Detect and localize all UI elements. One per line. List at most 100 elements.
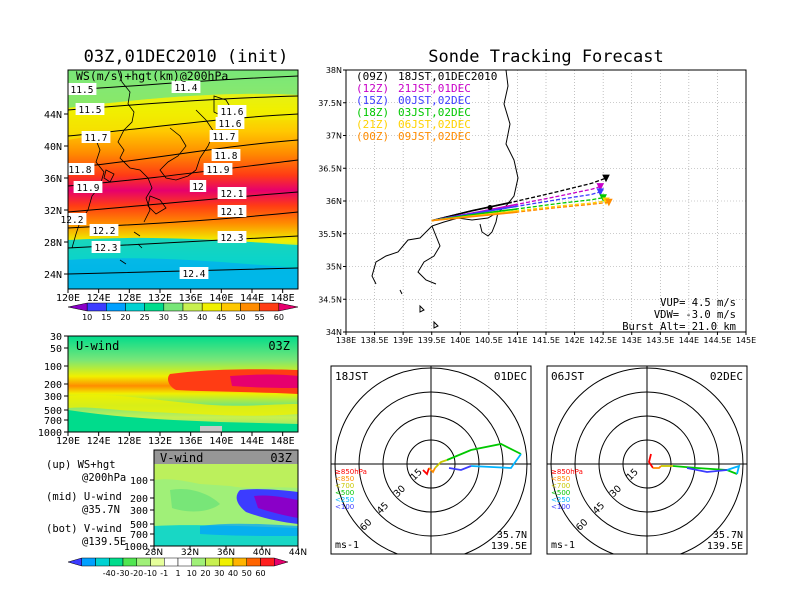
ws-map-contour-label-bg — [211, 149, 241, 161]
ws-colorbar-label: 20 — [120, 313, 130, 322]
track-legend-time: (15Z) — [356, 94, 389, 107]
ws-colorbar-label: 35 — [178, 313, 188, 322]
track-legend-label: 03JST,02DEC — [398, 106, 471, 119]
v-wind-time: 03Z — [270, 451, 292, 465]
track-legend-time: (09Z) — [356, 70, 389, 83]
u-wind-surface-band — [68, 410, 298, 432]
v-colorbar-swatch — [274, 557, 289, 567]
track-map-x-tick-label: 138.5E — [361, 336, 389, 345]
u-wind-y-tick-label: 100 — [44, 362, 62, 373]
u-wind-y-tick-label: 1000 — [38, 428, 62, 439]
track-map-x-tick-label: 138E — [336, 336, 356, 345]
v-colorbar-label: 60 — [255, 569, 265, 578]
ws-map-contour-label-bg — [73, 181, 103, 193]
hodograph-left-legend-label: <850 — [335, 475, 354, 483]
track-map-x-tick-label: 142.5E — [589, 336, 617, 345]
ws-colorbar-swatch — [240, 302, 260, 312]
ws-map-x-tick-label: 148E — [271, 293, 295, 304]
v-colorbar-swatch — [150, 557, 165, 567]
ws-colorbar-label: 50 — [235, 313, 245, 322]
track-landing-marker — [596, 188, 605, 196]
ws-map-x-tick-label: 124E — [87, 293, 111, 304]
track-legend-label: 09JST,02DEC — [398, 130, 471, 143]
ws-map-x-ticks: 120E 124E 128E 132E 136E 140E 144E 148E — [56, 289, 295, 304]
u-wind-y-tick-label: 30 — [50, 332, 62, 343]
hodograph-left-trace-segment — [428, 467, 436, 474]
v-wind-y-tick-label: 1000 — [124, 542, 148, 553]
u-wind-y-tick-label: 200 — [44, 380, 62, 391]
ws-colorbar-swatch — [106, 302, 126, 312]
track-legend-label: 18JST,01DEC2010 — [398, 70, 497, 83]
track-legend-time: (21Z) — [356, 118, 389, 131]
hodograph-left-trace-segment — [448, 465, 472, 471]
ws-map-y-tick-label: 24N — [44, 270, 62, 281]
v-wind-upper-band — [154, 464, 298, 488]
ws-map-contour-label-bg — [179, 267, 209, 279]
track-legend-time: (18Z) — [356, 106, 389, 119]
v-colorbar-swatch — [219, 557, 234, 567]
ws-colorbar-swatch — [67, 302, 88, 312]
v-wind-x-tick-label: 36N — [217, 548, 235, 558]
ws-map-contour-label: 11.9 — [77, 183, 100, 194]
v-wind-y-tick-label: 500 — [130, 520, 148, 531]
v-colorbar-label: -1 — [160, 569, 168, 578]
ws-colorbar-swatch — [86, 302, 107, 312]
ws-colorbar-swatch — [125, 302, 145, 312]
hodograph-left-trace-segment — [422, 467, 430, 476]
track-map-x-tick-label: 145E — [736, 336, 756, 345]
v-colorbar-label: -10 — [144, 569, 157, 578]
hodograph-right-lon: 139.5E — [707, 541, 743, 552]
ws-map-contour-label-bg — [217, 105, 247, 117]
track-line — [431, 177, 607, 222]
track-map-y-tick-label: 34N — [326, 328, 342, 337]
captions: (up) WS+hgt @200hPa (mid) U-wind @35.7N … — [46, 459, 126, 548]
vdw-label: VDW= -3.0 m/s — [654, 309, 736, 321]
ws-map-contour-label-bg — [67, 83, 97, 95]
ws-colorbar-label: 25 — [140, 313, 150, 322]
v-colorbar-label: 40 — [228, 569, 238, 578]
ws-map-contour-label-bg — [189, 180, 207, 192]
v-colorbar-swatch — [191, 557, 206, 567]
u-wind-time: 03Z — [268, 339, 290, 353]
track-map-y-tick-label: 38N — [326, 66, 342, 75]
ws-colorbar-swatch — [221, 302, 241, 312]
hodograph-left-lat: 35.7N — [497, 530, 527, 541]
hodograph-right-legend-label: <250 — [551, 496, 570, 504]
caption-bot-line2: @139.5E — [82, 536, 126, 548]
caption-up-line1: (up) WS+hgt — [46, 459, 116, 471]
ws-map-x-tick-label: 136E — [179, 293, 203, 304]
hodograph-right-trace-segment — [653, 465, 662, 469]
ws-map-contour-label: 11.4 — [175, 83, 198, 94]
track-map-y-tick-label: 37.5N — [318, 99, 342, 108]
v-wind-x-ticks: 28N 32N 36N 40N 44N — [145, 546, 307, 558]
caption-up-line2: @200hPa — [82, 472, 126, 484]
hodograph-right-legend-label: <700 — [551, 482, 570, 490]
track-map-y-ticks: 34N 34.5N 35N 35.5N 36N 36.5N 37N 37.5N 38N — [318, 66, 346, 337]
v-colorbar-label: 10 — [187, 569, 197, 578]
v-wind-y-tick-label: 300 — [130, 506, 148, 517]
ws-map-contour-label: 12.4 — [183, 269, 206, 280]
ws-colorbar-label: 10 — [82, 313, 92, 322]
track-map-x-tick-label: 143E — [622, 336, 642, 345]
ws-colorbar-swatch — [144, 302, 165, 312]
v-colorbar-label: 1 — [175, 569, 180, 578]
ws-map-contour-label-bg — [217, 205, 247, 217]
vup-label: VUP= 4.5 m/s — [660, 297, 736, 309]
track-map-x-tick-label: 140.5E — [475, 336, 503, 345]
v-wind-y-tick-label: 100 — [130, 476, 148, 487]
u-wind-x-tick-label: 148E — [271, 436, 295, 447]
ws-map-contour-label-bg — [217, 231, 247, 243]
ws-colorbar-label: 55 — [255, 313, 265, 322]
u-wind-y-tick-label: 50 — [50, 344, 62, 355]
ws-map-y-tick-label: 36N — [44, 174, 62, 185]
track-map-x-tick-label: 139.5E — [418, 336, 446, 345]
hodograph-right-trace — [648, 453, 741, 475]
ws-map-contour-label: 12.3 — [95, 243, 118, 254]
caption-bot-line1: (bot) V-wind — [46, 523, 122, 535]
track-landing-marker — [596, 183, 605, 191]
burst-alt-label: Burst Alt= 21.0 km — [622, 321, 736, 333]
ws-colorbar-swatch — [259, 302, 280, 312]
